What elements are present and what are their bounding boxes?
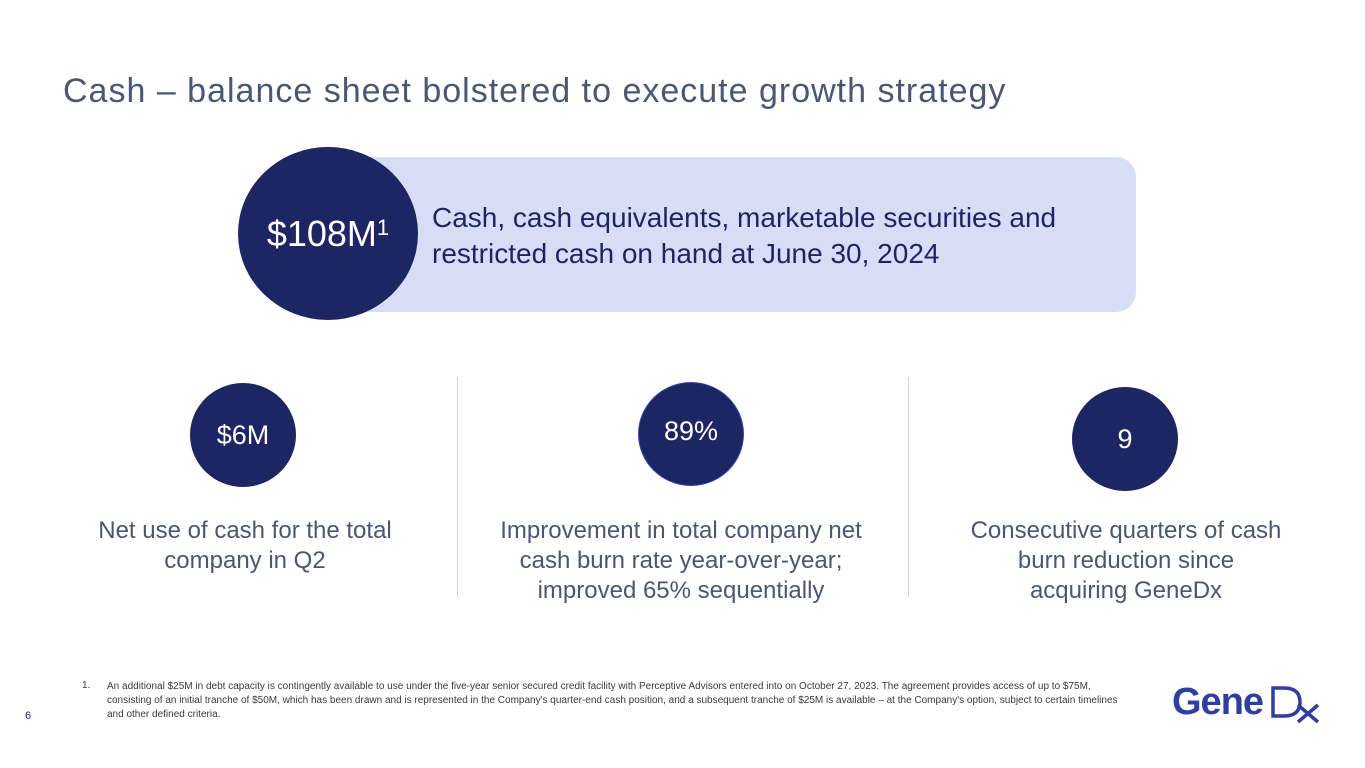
logo-wordmark: Gene [1172,681,1263,723]
stat-description: Improvement in total company net cash bu… [500,517,862,604]
stat-value: 9 [1117,423,1133,454]
logo-d-mark [1271,686,1302,718]
column-divider [908,377,909,597]
stat-value: 89% [663,415,719,446]
page-number: 6 [25,710,32,722]
hero-footnote-ref: 1 [376,214,390,240]
hero-banner [330,157,1136,312]
footnote-number: 1. [82,680,91,691]
column-divider [457,377,458,597]
hero-description: Cash, cash equivalents, marketable secur… [432,202,1057,269]
logo-x-mark [1296,703,1320,724]
page-title: Cash – balance sheet bolstered to execut… [63,72,1007,110]
stat-circle-cash-use: $6M [190,383,296,487]
stat-description: Net use of cash for the total company in… [98,517,392,574]
stat-description: Consecutive quarters of cash burn reduct… [970,517,1282,604]
footnote-text: An additional $25M in debt capacity is c… [107,681,1118,720]
stat-circle-improvement: 89% [638,382,744,486]
hero-value: $108M [266,212,377,254]
hero-value-circle: $108M 1 [238,147,418,320]
genedx-logo: Gene [1172,681,1320,724]
stat-value: $6M [216,419,270,450]
stat-circle-quarters: 9 [1072,387,1178,491]
